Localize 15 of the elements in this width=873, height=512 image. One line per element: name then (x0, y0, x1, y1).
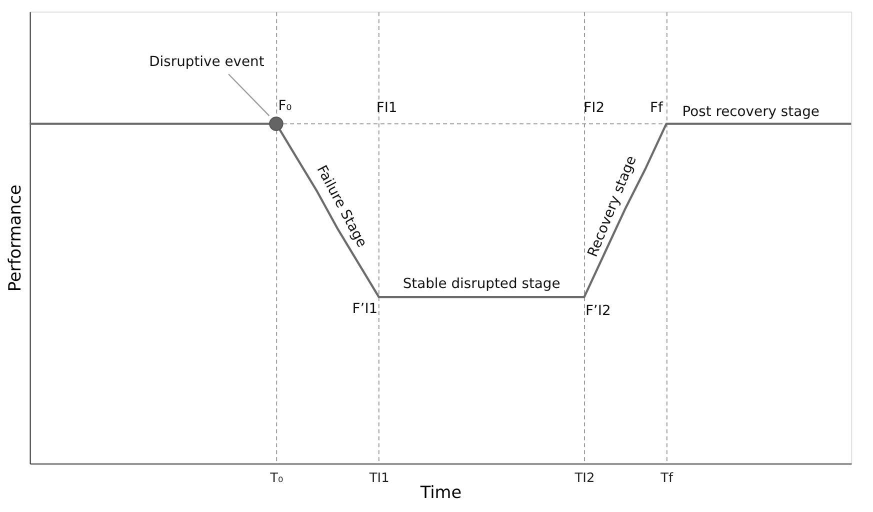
annotation: Stable disrupted stage (402, 276, 560, 292)
x-tick-label: TI1 (368, 470, 390, 486)
annotation: F₀ (278, 98, 292, 114)
annotation: F’I2 (585, 302, 611, 319)
annotation: F’I1 (352, 300, 378, 317)
annotation: Ff (650, 100, 664, 116)
x-tick-label: TI2 (574, 470, 595, 486)
text: Post recovery stage (682, 104, 820, 120)
x-tick-label: T₀ (269, 470, 284, 486)
y-axis-title: Performance (4, 184, 24, 292)
annotation: FI1 (376, 100, 398, 116)
text: Disruptive event (149, 54, 265, 70)
x-axis-title: Time (419, 482, 462, 502)
annotation: FI2 (584, 100, 605, 116)
x-tick-label: Tf (660, 470, 674, 486)
